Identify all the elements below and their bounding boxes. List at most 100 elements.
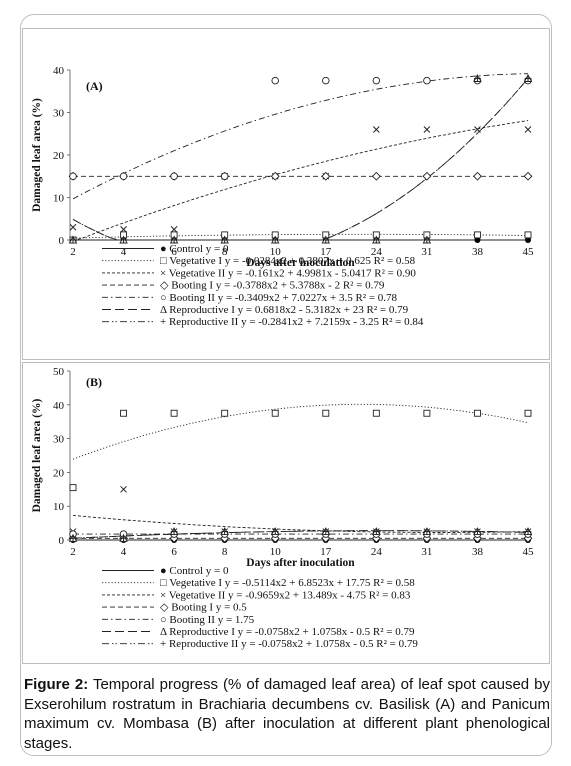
- point-vegetative-ii: [120, 226, 127, 233]
- legend-equation: y = -0.161x2 + 4.9981x - 5.0417 R² = 0.9…: [228, 267, 416, 279]
- legend-marker: ◇: [160, 602, 171, 614]
- legend-entry-booting-i: ◇ Booting I y = -0.3788x2 + 5.3788x - 2 …: [160, 280, 385, 292]
- point-vegetative-ii: [524, 126, 532, 133]
- point-reproductive-ii: [271, 236, 279, 244]
- trend-line-vegetative-ii: [72, 120, 529, 241]
- legend-equation: y = -0.5114x2 + 6.8523x + 17.75 R² = 0.5…: [225, 577, 415, 589]
- point-booting-i: [321, 171, 331, 181]
- point-control: [474, 237, 481, 243]
- panel-label: (A): [86, 79, 103, 93]
- point-reproductive-ii: [221, 236, 228, 244]
- point-vegetative-i: [69, 484, 77, 492]
- point-reproductive-ii: [69, 236, 77, 244]
- legend-marker: Δ: [160, 304, 169, 316]
- legend-series-name: Booting II: [169, 614, 217, 626]
- legend-series-name: Booting I: [171, 280, 216, 292]
- point-reproductive-ii: [524, 75, 532, 82]
- legend-entry-reproductive-i: Δ Reproductive I y = 0.6818x2 - 5.3182x …: [160, 304, 409, 316]
- point-reproductive-ii: [474, 528, 481, 535]
- point-reproductive-ii: [373, 236, 380, 244]
- y-tick-label: 40: [53, 400, 65, 412]
- point-vegetative-i: [473, 231, 481, 239]
- point-vegetative-i: [221, 409, 229, 417]
- legend-entry-control: ● Control y = 0: [160, 565, 229, 577]
- point-vegetative-ii: [423, 126, 431, 133]
- point-booting-i: [422, 171, 432, 181]
- trend-line-booting-ii: [72, 73, 529, 200]
- panel-label: (B): [86, 375, 102, 389]
- point-vegetative-i: [322, 409, 330, 417]
- y-axis-title: Damaged leaf area (%): [31, 98, 43, 212]
- point-reproductive-ii: [322, 528, 330, 535]
- point-vegetative-i: [524, 409, 532, 417]
- point-booting-ii: [170, 172, 178, 180]
- point-booting-ii: [372, 76, 381, 85]
- trend-line-vegetative-ii: [72, 514, 529, 533]
- x-tick-label: 31: [421, 546, 432, 558]
- legend-series-name: Reproductive I: [169, 626, 237, 638]
- legend-entry-vegetative-ii: × Vegetative II y = -0.161x2 + 4.9981x -…: [160, 267, 416, 279]
- point-booting-ii: [220, 172, 229, 180]
- legend-entry-control: ● Control y = 0: [160, 243, 229, 255]
- legend-equation: y = -0.0758x2 + 1.0758x - 0.5 R² = 0.79: [241, 638, 418, 650]
- point-vegetative-i: [271, 409, 279, 417]
- x-tick-label: 4: [121, 246, 127, 258]
- point-reproductive-ii: [423, 528, 431, 535]
- x-tick-label: 6: [171, 546, 177, 558]
- caption-text: Temporal progress (% of damaged leaf are…: [24, 676, 550, 752]
- point-booting-i: [473, 171, 482, 181]
- y-tick-label: 0: [59, 235, 65, 247]
- legend-marker: ●: [160, 565, 169, 577]
- x-tick-label: 24: [371, 546, 383, 558]
- legend-marker: Δ: [160, 626, 169, 638]
- x-tick-label: 17: [320, 546, 332, 558]
- trend-line-vegetative-i: [72, 403, 529, 460]
- point-vegetative-i: [423, 409, 431, 417]
- point-reproductive-ii: [120, 236, 127, 244]
- point-booting-i: [270, 171, 280, 181]
- point-booting-ii: [119, 172, 128, 180]
- y-tick-label: 40: [53, 65, 65, 77]
- legend-entry-reproductive-i: Δ Reproductive I y = -0.0758x2 + 1.0758x…: [160, 626, 415, 638]
- legend-marker: +: [160, 316, 169, 328]
- x-tick-label: 6: [171, 246, 177, 258]
- legend-series-name: Vegetative II: [169, 589, 228, 601]
- legend: ● Control y = 0□ Vegetative I y = -0.511…: [102, 565, 418, 650]
- legend-equation: y = -0.2841x2 + 7.2159x - 3.25 R² = 0.84: [241, 316, 424, 328]
- legend-entry-booting-ii: ○ Booting II y = 1.75: [160, 614, 255, 626]
- legend-equation: y = -0.3788x2 + 5.3788x - 2 R² = 0.79: [216, 280, 385, 292]
- legend-equation: y = 0.5: [216, 602, 247, 614]
- legend-entry-booting-ii: ○ Booting II y = -0.3409x2 + 7.0227x + 3…: [160, 292, 398, 304]
- trend-line-reproductive-ii: [72, 530, 529, 539]
- legend-series-name: Booting II: [169, 292, 217, 304]
- point-booting-i: [523, 533, 533, 543]
- x-tick-label: 10: [270, 246, 282, 258]
- x-axis-title: Days after inoculation: [246, 257, 355, 269]
- trend-line-reproductive-ii: [72, 78, 529, 241]
- y-tick-label: 10: [53, 193, 65, 205]
- y-axis-title: Damaged leaf area (%): [31, 398, 43, 512]
- point-booting-i: [523, 171, 533, 181]
- point-vegetative-ii: [120, 485, 127, 493]
- legend-entry-vegetative-i: □ Vegetative I y = -0.5114x2 + 6.8523x +…: [160, 577, 415, 589]
- point-reproductive-ii: [373, 528, 380, 535]
- point-booting-ii: [271, 76, 279, 85]
- x-tick-label: 38: [472, 246, 484, 258]
- point-vegetative-i: [170, 409, 178, 417]
- figure-caption: Figure 2: Temporal progress (% of damage…: [24, 675, 550, 753]
- legend-marker: ○: [160, 614, 169, 626]
- caption-label: Figure 2:: [24, 676, 89, 693]
- point-reproductive-ii: [170, 236, 178, 244]
- y-tick-label: 20: [53, 467, 65, 479]
- point-reproductive-ii: [322, 236, 330, 244]
- point-vegetative-ii: [69, 223, 77, 231]
- x-tick-label: 38: [472, 546, 484, 558]
- legend-series-name: Booting I: [171, 602, 216, 614]
- point-reproductive-ii: [170, 528, 178, 535]
- legend-entry-reproductive-ii: + Reproductive II y = -0.0758x2 + 1.0758…: [160, 638, 418, 650]
- point-booting-i: [371, 171, 381, 181]
- legend-series-name: Control: [169, 243, 205, 255]
- point-vegetative-i: [372, 409, 380, 417]
- x-tick-label: 45: [523, 246, 535, 258]
